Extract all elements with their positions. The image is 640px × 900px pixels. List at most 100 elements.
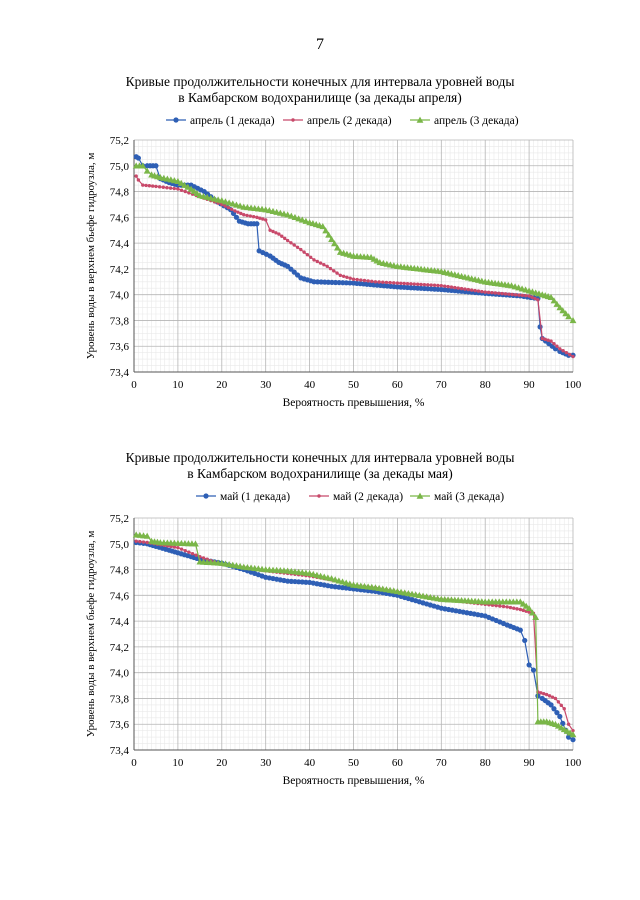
data-point: [528, 609, 536, 616]
legend-marker-icon: [203, 493, 209, 499]
x-axis-label: Вероятность превышения, %: [283, 397, 425, 409]
y-tick-label: 73,6: [110, 719, 130, 731]
data-point: [150, 184, 155, 188]
data-point: [187, 550, 191, 554]
data-point: [183, 548, 187, 553]
data-point: [555, 344, 559, 348]
data-point: [225, 199, 233, 206]
data-point: [179, 188, 184, 192]
legend-label: май (2 декада): [333, 491, 403, 503]
data-point: [295, 215, 303, 222]
data-point: [226, 205, 231, 210]
x-tick-label: 10: [172, 379, 184, 391]
data-point: [547, 694, 552, 698]
legend-item: апрель (2 декада): [283, 115, 392, 127]
data-point: [547, 293, 555, 300]
data-point: [552, 341, 556, 346]
legend-label: апрель (2 декада): [307, 115, 392, 127]
data-point: [463, 287, 467, 291]
x-tick-label: 0: [131, 757, 137, 769]
data-point: [415, 282, 420, 286]
chart-april-title: Кривые продолжительности конечных для ин…: [0, 74, 640, 106]
data-point: [177, 179, 185, 186]
data-point: [268, 228, 272, 232]
legend-marker-icon: [416, 116, 424, 123]
data-point: [239, 211, 243, 216]
data-point: [161, 185, 165, 189]
data-point: [439, 283, 443, 288]
data-point: [335, 577, 343, 584]
legend-label: май (3 декада): [434, 491, 504, 503]
data-point: [176, 187, 180, 191]
data-point: [395, 281, 400, 285]
data-point: [525, 604, 533, 611]
y-tick-label: 73,8: [110, 315, 130, 327]
data-point: [242, 213, 246, 217]
data-point: [362, 278, 367, 283]
data-point: [405, 281, 410, 286]
data-point: [318, 261, 323, 265]
data-point: [566, 734, 572, 740]
y-tick-label: 75,2: [110, 513, 129, 525]
data-point: [359, 278, 363, 282]
data-point: [184, 183, 192, 190]
data-point: [248, 214, 253, 218]
data-point: [432, 283, 437, 287]
data-point: [233, 214, 240, 220]
data-point: [295, 245, 300, 249]
legend-item: апрель (1 декада): [166, 115, 275, 127]
data-point: [377, 280, 381, 284]
data-point: [569, 317, 577, 324]
data-point: [351, 277, 356, 281]
data-point: [302, 217, 310, 224]
data-point: [325, 264, 329, 269]
data-point: [466, 287, 471, 292]
data-point: [550, 297, 558, 304]
data-point: [229, 207, 234, 211]
chart-may-plot: май (1 декада) май (2 декада) май (3 декад…: [85, 491, 582, 787]
y-tick-label: 74,4: [110, 616, 130, 628]
data-point: [456, 286, 460, 290]
data-point: [190, 551, 195, 556]
data-point: [261, 217, 265, 221]
x-tick-label: 10: [172, 757, 184, 769]
data-point: [222, 198, 229, 205]
data-point: [284, 211, 292, 218]
data-point: [287, 212, 295, 219]
data-point: [476, 289, 481, 293]
data-point: [134, 174, 138, 178]
data-point: [264, 218, 268, 222]
data-point: [176, 545, 180, 550]
data-point: [187, 191, 191, 195]
data-point: [283, 236, 287, 241]
data-point: [561, 349, 565, 353]
data-point: [542, 692, 546, 696]
data-point: [570, 737, 576, 743]
series-line: [136, 541, 574, 741]
data-point: [507, 292, 511, 296]
data-point: [559, 307, 567, 314]
x-tick-label: 20: [216, 757, 228, 769]
data-point: [524, 293, 528, 298]
data-point: [181, 181, 188, 188]
x-tick-label: 80: [480, 379, 492, 391]
chart-april-title-line2: в Камбарском водохранилище (за декады ап…: [178, 90, 462, 105]
data-point: [569, 731, 577, 738]
data-point: [233, 209, 237, 213]
chart-legend: апрель (1 декада) апрель (2 декада) апрель…: [166, 115, 519, 127]
data-point: [550, 695, 555, 699]
x-tick-label: 60: [392, 379, 404, 391]
x-tick-label: 100: [565, 379, 582, 391]
data-point: [490, 290, 494, 295]
data-point: [508, 605, 513, 610]
data-point: [520, 293, 525, 298]
x-tick-label: 50: [348, 757, 360, 769]
x-tick-label: 70: [436, 757, 448, 769]
data-point: [510, 292, 514, 297]
data-point: [292, 243, 296, 247]
data-point: [571, 728, 575, 733]
data-point: [436, 283, 440, 288]
chart-may-title-line1: Кривые продолжительности конечных для ин…: [125, 450, 515, 465]
data-point: [331, 240, 338, 247]
data-point: [473, 288, 477, 293]
